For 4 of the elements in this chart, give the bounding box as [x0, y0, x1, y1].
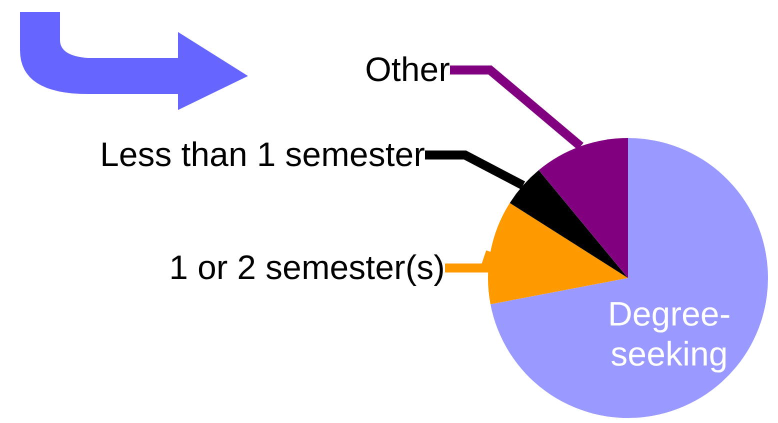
slice-label: Other [364, 51, 450, 89]
slice-label: Less than 1 semester [100, 136, 425, 174]
slice-label: 1 or 2 semester(s) [169, 249, 445, 287]
slice-label: Degree-seeking [608, 296, 731, 374]
